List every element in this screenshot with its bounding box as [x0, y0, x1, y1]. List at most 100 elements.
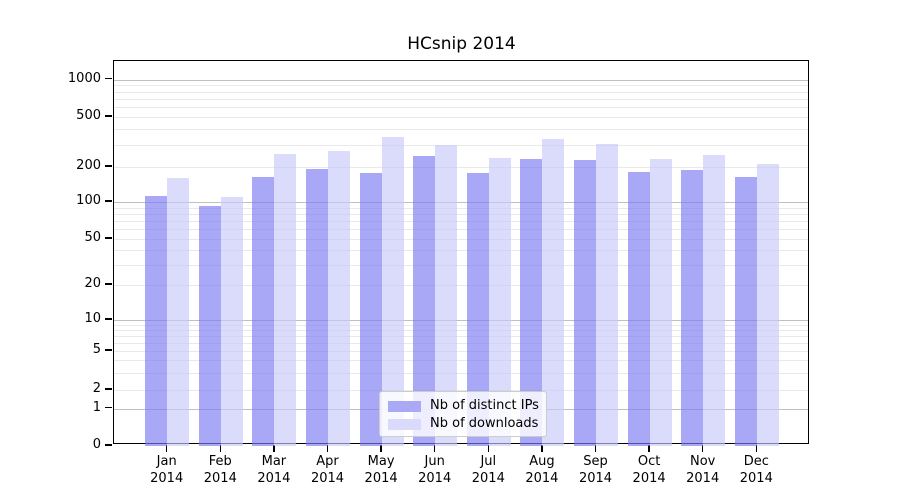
- gridline-minor-60: [114, 229, 808, 231]
- x-tick-label-apr: Apr 2014: [310, 454, 345, 486]
- gridline-minor-5: [114, 351, 808, 352]
- bar-downloads-dec: [756, 163, 779, 446]
- bar-distinct-ips-oct: [627, 172, 650, 446]
- x-tick-label-jan: Jan 2014: [150, 454, 184, 486]
- y-tick-label-500: 500: [76, 108, 101, 123]
- gridline-minor-3: [114, 372, 808, 374]
- y-tick-100: [105, 200, 112, 202]
- x-tick-label-feb: Feb 2014: [203, 454, 237, 486]
- x-tick-sep: [594, 445, 597, 452]
- x-tick-label-sep: Sep 2014: [578, 454, 613, 486]
- y-tick-label-20: 20: [84, 276, 101, 291]
- bar-distinct-ips-jan: [145, 195, 168, 446]
- bar-distinct-ips-dec: [734, 177, 757, 446]
- gridline-minor-30: [114, 264, 808, 266]
- bar-distinct-ips-sep: [574, 160, 596, 446]
- x-tick-jan: [165, 445, 168, 452]
- legend-label: Nb of downloads: [430, 416, 539, 431]
- x-tick-jul: [487, 445, 490, 452]
- gridline-major-100: [114, 202, 808, 203]
- y-tick-10: [105, 318, 112, 320]
- x-tick-label-oct: Oct 2014: [632, 454, 666, 486]
- y-tick-label-1: 1: [92, 399, 101, 415]
- bar-distinct-ips-mar: [252, 176, 275, 446]
- x-tick-aug: [541, 445, 543, 452]
- y-tick-label-0: 0: [92, 437, 101, 452]
- legend-label: Nb of distinct IPs: [430, 398, 539, 413]
- gridline-minor-50: [114, 239, 808, 240]
- x-tick-label-mar: Mar 2014: [257, 454, 291, 486]
- gridline-minor-500: [114, 117, 808, 118]
- bar-distinct-ips-aug: [520, 159, 543, 446]
- bar-distinct-ips-jul: [466, 173, 489, 446]
- y-tick-200: [105, 165, 112, 167]
- y-tick-label-200: 200: [76, 158, 101, 173]
- bar-distinct-ips-apr: [306, 169, 328, 446]
- x-tick-label-jul: Jul 2014: [471, 454, 505, 486]
- y-tick-20: [105, 283, 112, 285]
- bar-downloads-aug: [542, 138, 565, 446]
- x-tick-label-may: May 2014: [364, 454, 398, 486]
- plot-area: [113, 60, 809, 446]
- legend-swatch-distinct-ips: [388, 400, 421, 412]
- bar-distinct-ips-jun: [413, 156, 436, 446]
- x-tick-jun: [433, 445, 436, 452]
- y-tick-1: [105, 406, 112, 409]
- y-tick-label-2: 2: [92, 381, 101, 396]
- x-tick-may: [380, 445, 382, 452]
- y-tick-label-50: 50: [84, 230, 101, 245]
- gridline-minor-400: [114, 129, 808, 131]
- legend-item-downloads: Nb of downloads: [388, 416, 546, 432]
- gridline-major-10: [114, 320, 808, 321]
- gridline-major-1000: [114, 79, 808, 81]
- gridline-minor-7: [114, 335, 808, 337]
- y-tick-500: [105, 115, 112, 117]
- gridline-minor-6: [114, 342, 808, 344]
- bar-downloads-may: [381, 137, 404, 446]
- gridline-minor-300: [114, 144, 808, 146]
- gridline-minor-600: [114, 107, 808, 109]
- x-tick-feb: [219, 445, 222, 452]
- gridline-minor-8: [114, 329, 808, 331]
- legend-item-distinct-ips: Nb of distinct IPs: [388, 398, 546, 414]
- y-tick-label-10: 10: [84, 311, 101, 326]
- bar-distinct-ips-nov: [681, 170, 704, 446]
- gridline-minor-800: [114, 91, 808, 93]
- bar-distinct-ips-may: [359, 172, 382, 446]
- bar-downloads-oct: [649, 158, 672, 446]
- bar-downloads-apr: [328, 151, 350, 446]
- x-tick-label-nov: Nov 2014: [686, 454, 720, 486]
- bar-downloads-jan: [167, 177, 190, 446]
- x-tick-dec: [755, 445, 758, 452]
- gridline-minor-900: [114, 85, 808, 87]
- bar-distinct-ips-feb: [198, 206, 221, 446]
- bar-downloads-jun: [435, 144, 458, 446]
- bar-downloads-mar: [274, 154, 297, 446]
- gridline-minor-80: [114, 213, 808, 215]
- y-tick-1000: [105, 77, 112, 80]
- x-tick-mar: [273, 445, 275, 452]
- legend: Nb of distinct IPs Nb of downloads: [379, 391, 547, 437]
- x-tick-oct: [648, 445, 650, 452]
- x-tick-label-dec: Dec 2014: [739, 454, 773, 486]
- bar-downloads-nov: [703, 154, 726, 446]
- bar-downloads-sep: [596, 143, 618, 446]
- gridline-minor-9: [114, 324, 808, 326]
- legend-swatch-downloads: [388, 418, 421, 430]
- y-tick-label-100: 100: [76, 193, 101, 208]
- y-tick-label-5: 5: [92, 342, 101, 357]
- bar-downloads-feb: [220, 197, 243, 446]
- gridline-minor-40: [114, 250, 808, 252]
- y-tick-0: [105, 444, 112, 446]
- gridline-minor-70: [114, 221, 808, 223]
- y-tick-2: [105, 388, 112, 390]
- chart-title: HCsnip 2014: [407, 34, 516, 54]
- bar-downloads-jul: [488, 158, 511, 446]
- y-tick-50: [105, 237, 112, 239]
- gridline-minor-90: [114, 207, 808, 209]
- x-tick-label-aug: Aug 2014: [525, 454, 559, 486]
- gridline-minor-20: [114, 285, 808, 286]
- x-tick-nov: [701, 445, 704, 452]
- y-tick-5: [105, 349, 112, 351]
